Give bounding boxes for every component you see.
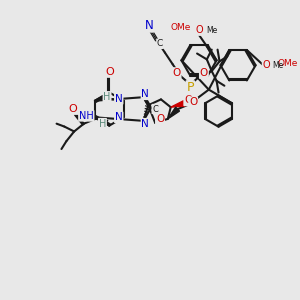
Text: O: O (69, 104, 77, 114)
Text: O: O (105, 67, 114, 77)
Text: N: N (142, 119, 149, 129)
Text: OMe: OMe (171, 23, 191, 32)
Polygon shape (171, 101, 185, 107)
Text: Me: Me (272, 61, 284, 70)
Text: O: O (172, 68, 181, 78)
Text: N: N (115, 94, 123, 104)
Text: O: O (156, 114, 164, 124)
Text: Me: Me (206, 26, 217, 34)
Polygon shape (168, 107, 179, 119)
Text: C: C (157, 39, 163, 48)
Text: O: O (195, 25, 203, 35)
Text: C: C (152, 104, 158, 113)
Text: NH: NH (79, 111, 94, 121)
Text: N: N (145, 19, 154, 32)
Text: H: H (103, 92, 111, 102)
Text: N: N (115, 112, 123, 122)
Text: O: O (200, 68, 208, 78)
Text: N: N (142, 89, 149, 99)
Text: O: O (262, 60, 270, 70)
Text: O: O (184, 95, 192, 105)
Text: OMe: OMe (277, 59, 298, 68)
Text: P: P (187, 81, 194, 94)
Text: H: H (99, 119, 106, 129)
Text: O: O (189, 97, 197, 107)
